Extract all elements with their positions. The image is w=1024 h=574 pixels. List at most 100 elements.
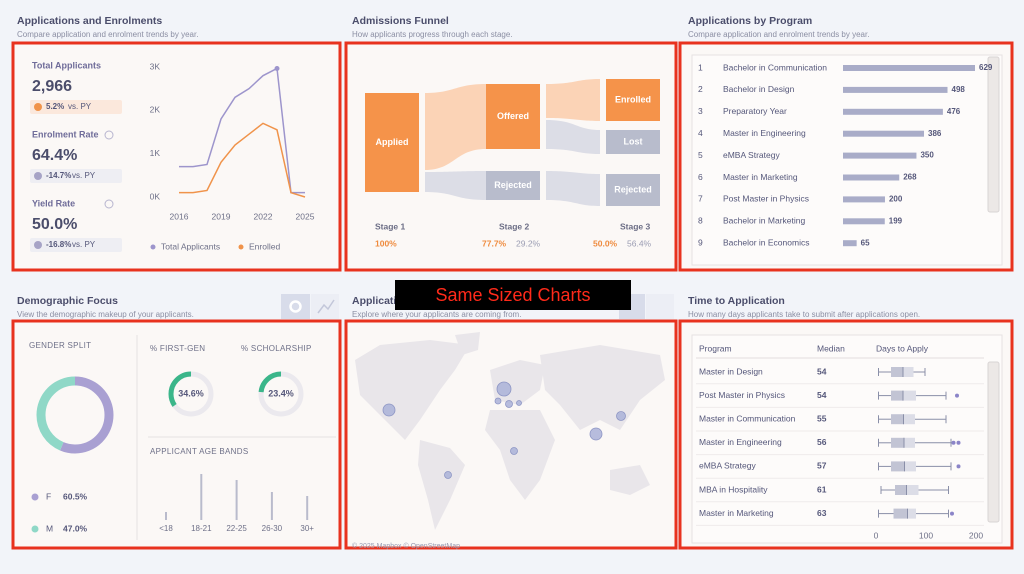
- bubble[interactable]: [589, 427, 603, 441]
- box-lower: [891, 437, 904, 448]
- program-name: Post Master in Physics: [723, 194, 809, 204]
- legend-label: Enrolled: [249, 241, 280, 251]
- bubble[interactable]: [616, 411, 626, 421]
- kpi-value: 50.0%: [32, 216, 77, 233]
- program-name: Bachelor in Economics: [723, 237, 809, 247]
- bubble[interactable]: [510, 447, 518, 455]
- bubble[interactable]: [516, 400, 522, 406]
- program-name: Preparatory Year: [723, 106, 787, 116]
- panel-title: Demographic Focus: [17, 295, 118, 307]
- change-pill: [30, 169, 122, 183]
- banner: [395, 280, 631, 310]
- line-series: [179, 122, 306, 198]
- funnel-node: [606, 130, 660, 154]
- program-name: MBA in Hospitality: [699, 484, 768, 494]
- bubble[interactable]: [505, 400, 513, 408]
- bubble[interactable]: [496, 381, 512, 397]
- gauge-arc: [258, 371, 304, 417]
- change-pill: [30, 238, 122, 252]
- bubble[interactable]: [382, 403, 396, 417]
- bar-value: 199: [889, 216, 903, 225]
- bar-value: 350: [920, 151, 934, 160]
- legend-value: 47.0%: [63, 523, 88, 533]
- funnel-node-label: Rejected: [614, 184, 652, 194]
- kpi-change: -14.7%: [46, 171, 71, 180]
- view-toggle[interactable]: [281, 294, 310, 319]
- box-upper: [903, 414, 915, 425]
- kpi-label: Yield Rate: [32, 198, 75, 208]
- bubble[interactable]: [494, 397, 502, 405]
- column-header: Median: [817, 343, 845, 353]
- x-tick-label: 0: [874, 530, 879, 540]
- bar-value: 268: [903, 173, 917, 182]
- scrollbar[interactable]: [987, 56, 1000, 213]
- age-bar: [270, 492, 273, 520]
- scrollbar[interactable]: [987, 361, 1000, 523]
- median-value: 54: [817, 390, 827, 400]
- program-name: Bachelor in Communication: [723, 62, 827, 72]
- age-bar: [306, 496, 309, 520]
- inner-card: [691, 334, 1003, 544]
- outlier: [951, 440, 956, 445]
- donut-icon: [289, 300, 302, 313]
- change-icon: [34, 103, 42, 111]
- median-value: 57: [817, 461, 827, 471]
- bar: [843, 218, 885, 225]
- x-tick-label: 30+: [300, 524, 314, 533]
- legend-swatch: [31, 525, 39, 533]
- rank: 3: [698, 106, 703, 116]
- box-lower: [891, 414, 904, 425]
- donut-segment: [36, 376, 114, 454]
- panel-frame: [11, 41, 342, 272]
- box-lower: [891, 461, 905, 472]
- program-name: eMBA Strategy: [699, 461, 756, 471]
- y-tick-label: 2K: [150, 105, 161, 115]
- gauge-title: % FIRST-GEN: [150, 344, 205, 353]
- panel-frame: [11, 319, 342, 550]
- bar-value: 629: [979, 63, 993, 72]
- panel-subtitle: How many days applicants take to submit …: [688, 310, 920, 319]
- outlier: [956, 440, 961, 445]
- funnel-node-label: Rejected: [494, 180, 532, 190]
- column-header: Program: [699, 343, 732, 353]
- continent: [418, 440, 465, 530]
- box-upper: [904, 461, 916, 472]
- change-pill: [30, 100, 122, 114]
- panel-title: Applications by Program: [688, 15, 812, 27]
- kpi-label: Total Applicants: [32, 60, 101, 70]
- bubble[interactable]: [444, 471, 452, 479]
- funnel-node-label: Offered: [497, 111, 529, 121]
- x-tick-label: 200: [969, 530, 983, 540]
- stage-rate: 100%: [375, 238, 397, 248]
- rank: 9: [698, 237, 703, 247]
- x-tick-label: 2022: [254, 211, 273, 221]
- rank: 7: [698, 194, 703, 204]
- bar: [843, 65, 975, 71]
- legend-value: 60.5%: [63, 491, 88, 501]
- outlier: [950, 511, 954, 516]
- funnel-node: [486, 84, 540, 149]
- legend-label: Total Applicants: [161, 241, 220, 251]
- funnel-node: [486, 171, 540, 200]
- bar: [843, 240, 857, 247]
- kpi-change: 5.2%: [46, 102, 64, 111]
- view-toggle[interactable]: [646, 294, 674, 319]
- rank: 5: [698, 150, 703, 160]
- program-name: Master in Communication: [699, 413, 796, 423]
- info-icon: [104, 130, 114, 140]
- kpi-change-suffix: vs. PY: [68, 102, 92, 111]
- continent: [485, 410, 555, 500]
- median-value: 63: [817, 508, 827, 518]
- stage-rate: 50.0%: [593, 238, 618, 248]
- peak-marker: [274, 65, 280, 71]
- panel-subtitle: Explore where your applicants are coming…: [352, 310, 521, 319]
- kpi-change: -16.8%: [46, 240, 71, 249]
- continent: [540, 345, 665, 430]
- panel-title: Time to Application: [688, 295, 785, 307]
- stage-label: Stage 1: [375, 221, 406, 231]
- panel-subtitle: How applicants progress through each sta…: [352, 30, 513, 39]
- stage-secondary: 56.4%: [627, 238, 652, 248]
- gauge-value: 23.4%: [268, 388, 294, 398]
- age-bar: [165, 512, 167, 520]
